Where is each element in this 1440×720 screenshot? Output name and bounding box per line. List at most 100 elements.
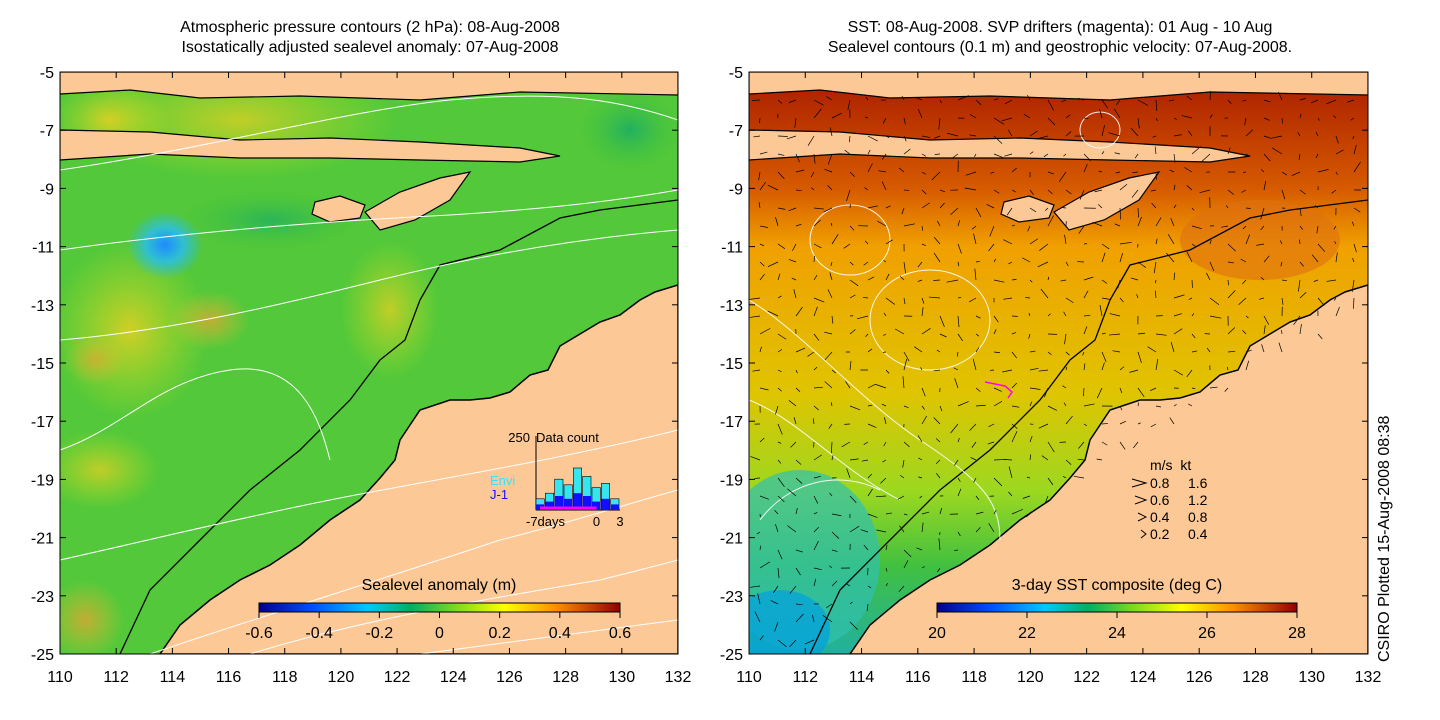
velocity-arrow: [1117, 279, 1121, 289]
velocity-arrow: [1154, 146, 1157, 155]
y-tick-label: -23: [31, 589, 54, 606]
velocity-arrow: [1101, 151, 1105, 155]
velocity-arrow: [759, 545, 762, 551]
velocity-arrow: [1149, 387, 1157, 391]
velocity-arrow: [1166, 252, 1175, 263]
velocity-arrow: [1078, 441, 1085, 449]
velocity-arrow: [1335, 149, 1344, 155]
velocity-arrow: [885, 369, 890, 374]
velocity-arrow: [813, 512, 818, 515]
velocity-arrow: [1038, 423, 1049, 429]
velocity-arrow: [828, 423, 833, 429]
velocity-arrow: [885, 135, 890, 139]
velocity-arrow: [841, 441, 851, 448]
velocity-arrow: [812, 614, 815, 623]
velocity-arrow: [1299, 324, 1302, 335]
x-tick-label: 116: [905, 669, 931, 686]
velocity-arrow: [975, 99, 982, 106]
velocity-arrow: [1047, 441, 1055, 453]
velocity-arrow: [1263, 117, 1270, 121]
velocity-arrow: [1184, 167, 1193, 173]
x-tick-label: 128: [1242, 669, 1269, 686]
velocity-arrow: [1281, 279, 1287, 282]
velocity-arrow: [1147, 346, 1157, 353]
velocity-arrow: [777, 99, 783, 104]
velocity-arrow: [795, 613, 804, 623]
velocity-arrow: [921, 297, 925, 304]
velocity-arrow: [1011, 351, 1018, 359]
velocity-arrow: [1036, 135, 1049, 140]
velocity-arrow: [883, 260, 887, 263]
sla-blob: [60, 580, 125, 654]
velocity-arrow: [918, 476, 923, 479]
velocity-key-arrow: [1134, 495, 1148, 505]
velocity-arrow: [898, 167, 905, 173]
velocity-arrow: [777, 549, 783, 560]
velocity-arrow: [1155, 99, 1158, 111]
velocity-arrow: [950, 423, 959, 434]
velocity-arrow: [993, 117, 1005, 125]
velocity-arrow: [831, 315, 834, 324]
y-tick-label: -19: [720, 472, 743, 489]
velocity-arrow: [789, 639, 797, 648]
velocity-arrow: [1191, 207, 1195, 211]
velocity-arrow: [759, 387, 769, 391]
velocity-arrow: [1333, 297, 1337, 301]
velocity-arrow: [1242, 99, 1247, 102]
y-tick-label: -11: [721, 240, 743, 257]
x-tick-label: 116: [216, 669, 242, 686]
velocity-arrow: [1155, 405, 1161, 408]
velocity-arrow: [829, 492, 833, 497]
velocity-arrow: [849, 225, 855, 231]
velocity-key-kt: 1.2: [1188, 492, 1208, 508]
velocity-arrow: [1270, 135, 1283, 139]
velocity-arrow: [1038, 369, 1049, 372]
velocity-arrow: [795, 507, 798, 515]
velocity-key-kt: 0.4: [1188, 526, 1208, 542]
velocity-arrow: [878, 170, 887, 173]
velocity-arrow: [1331, 189, 1337, 194]
velocity-arrow: [938, 117, 941, 130]
velocity-arrow: [1029, 151, 1034, 155]
velocity-arrow: [777, 387, 782, 392]
velocity-arrow: [1188, 297, 1193, 300]
velocity-arrow: [1263, 135, 1271, 139]
velocity-arrow: [775, 524, 779, 533]
velocity-arrow: [864, 116, 869, 119]
sst-cool-patch: [749, 590, 830, 654]
velocity-arrow: [1155, 333, 1167, 336]
velocity-arrow: [831, 531, 840, 539]
velocity-arrow: [759, 561, 770, 569]
velocity-arrow: [885, 297, 895, 305]
velocity-arrow: [1029, 454, 1032, 461]
velocity-arrow: [795, 153, 800, 163]
velocity-arrow: [921, 225, 923, 231]
velocity-arrow: [795, 223, 802, 227]
velocity-arrow: [1263, 153, 1271, 162]
y-tick-label: -7: [40, 123, 54, 140]
velocity-arrow: [1227, 279, 1229, 286]
left-land-island: [60, 129, 561, 163]
velocity-arrow: [917, 435, 923, 443]
velocity-arrow: [939, 202, 945, 209]
velocity-arrow: [1101, 441, 1108, 446]
velocity-arrow: [917, 279, 923, 282]
left-colorbar: [258, 602, 621, 613]
velocity-arrow: [901, 95, 905, 101]
velocity-arrow: [1170, 218, 1175, 227]
x-tick-label: 132: [665, 669, 692, 686]
velocity-arrow: [935, 459, 941, 464]
velocity-arrow: [1099, 304, 1103, 317]
velocity-arrow: [1083, 117, 1089, 120]
velocity-arrow: [1029, 279, 1033, 283]
velocity-arrow: [1298, 279, 1301, 292]
velocity-arrow: [1351, 279, 1355, 292]
velocity-arrow: [1079, 189, 1085, 200]
velocity-arrow: [1077, 458, 1085, 461]
velocity-arrow: [1098, 170, 1103, 173]
velocity-arrow: [813, 540, 819, 551]
velocity-arrow: [775, 217, 779, 227]
velocity-arrow: [1136, 294, 1139, 299]
velocity-arrow: [777, 243, 786, 249]
velocity-arrow: [1137, 387, 1145, 398]
